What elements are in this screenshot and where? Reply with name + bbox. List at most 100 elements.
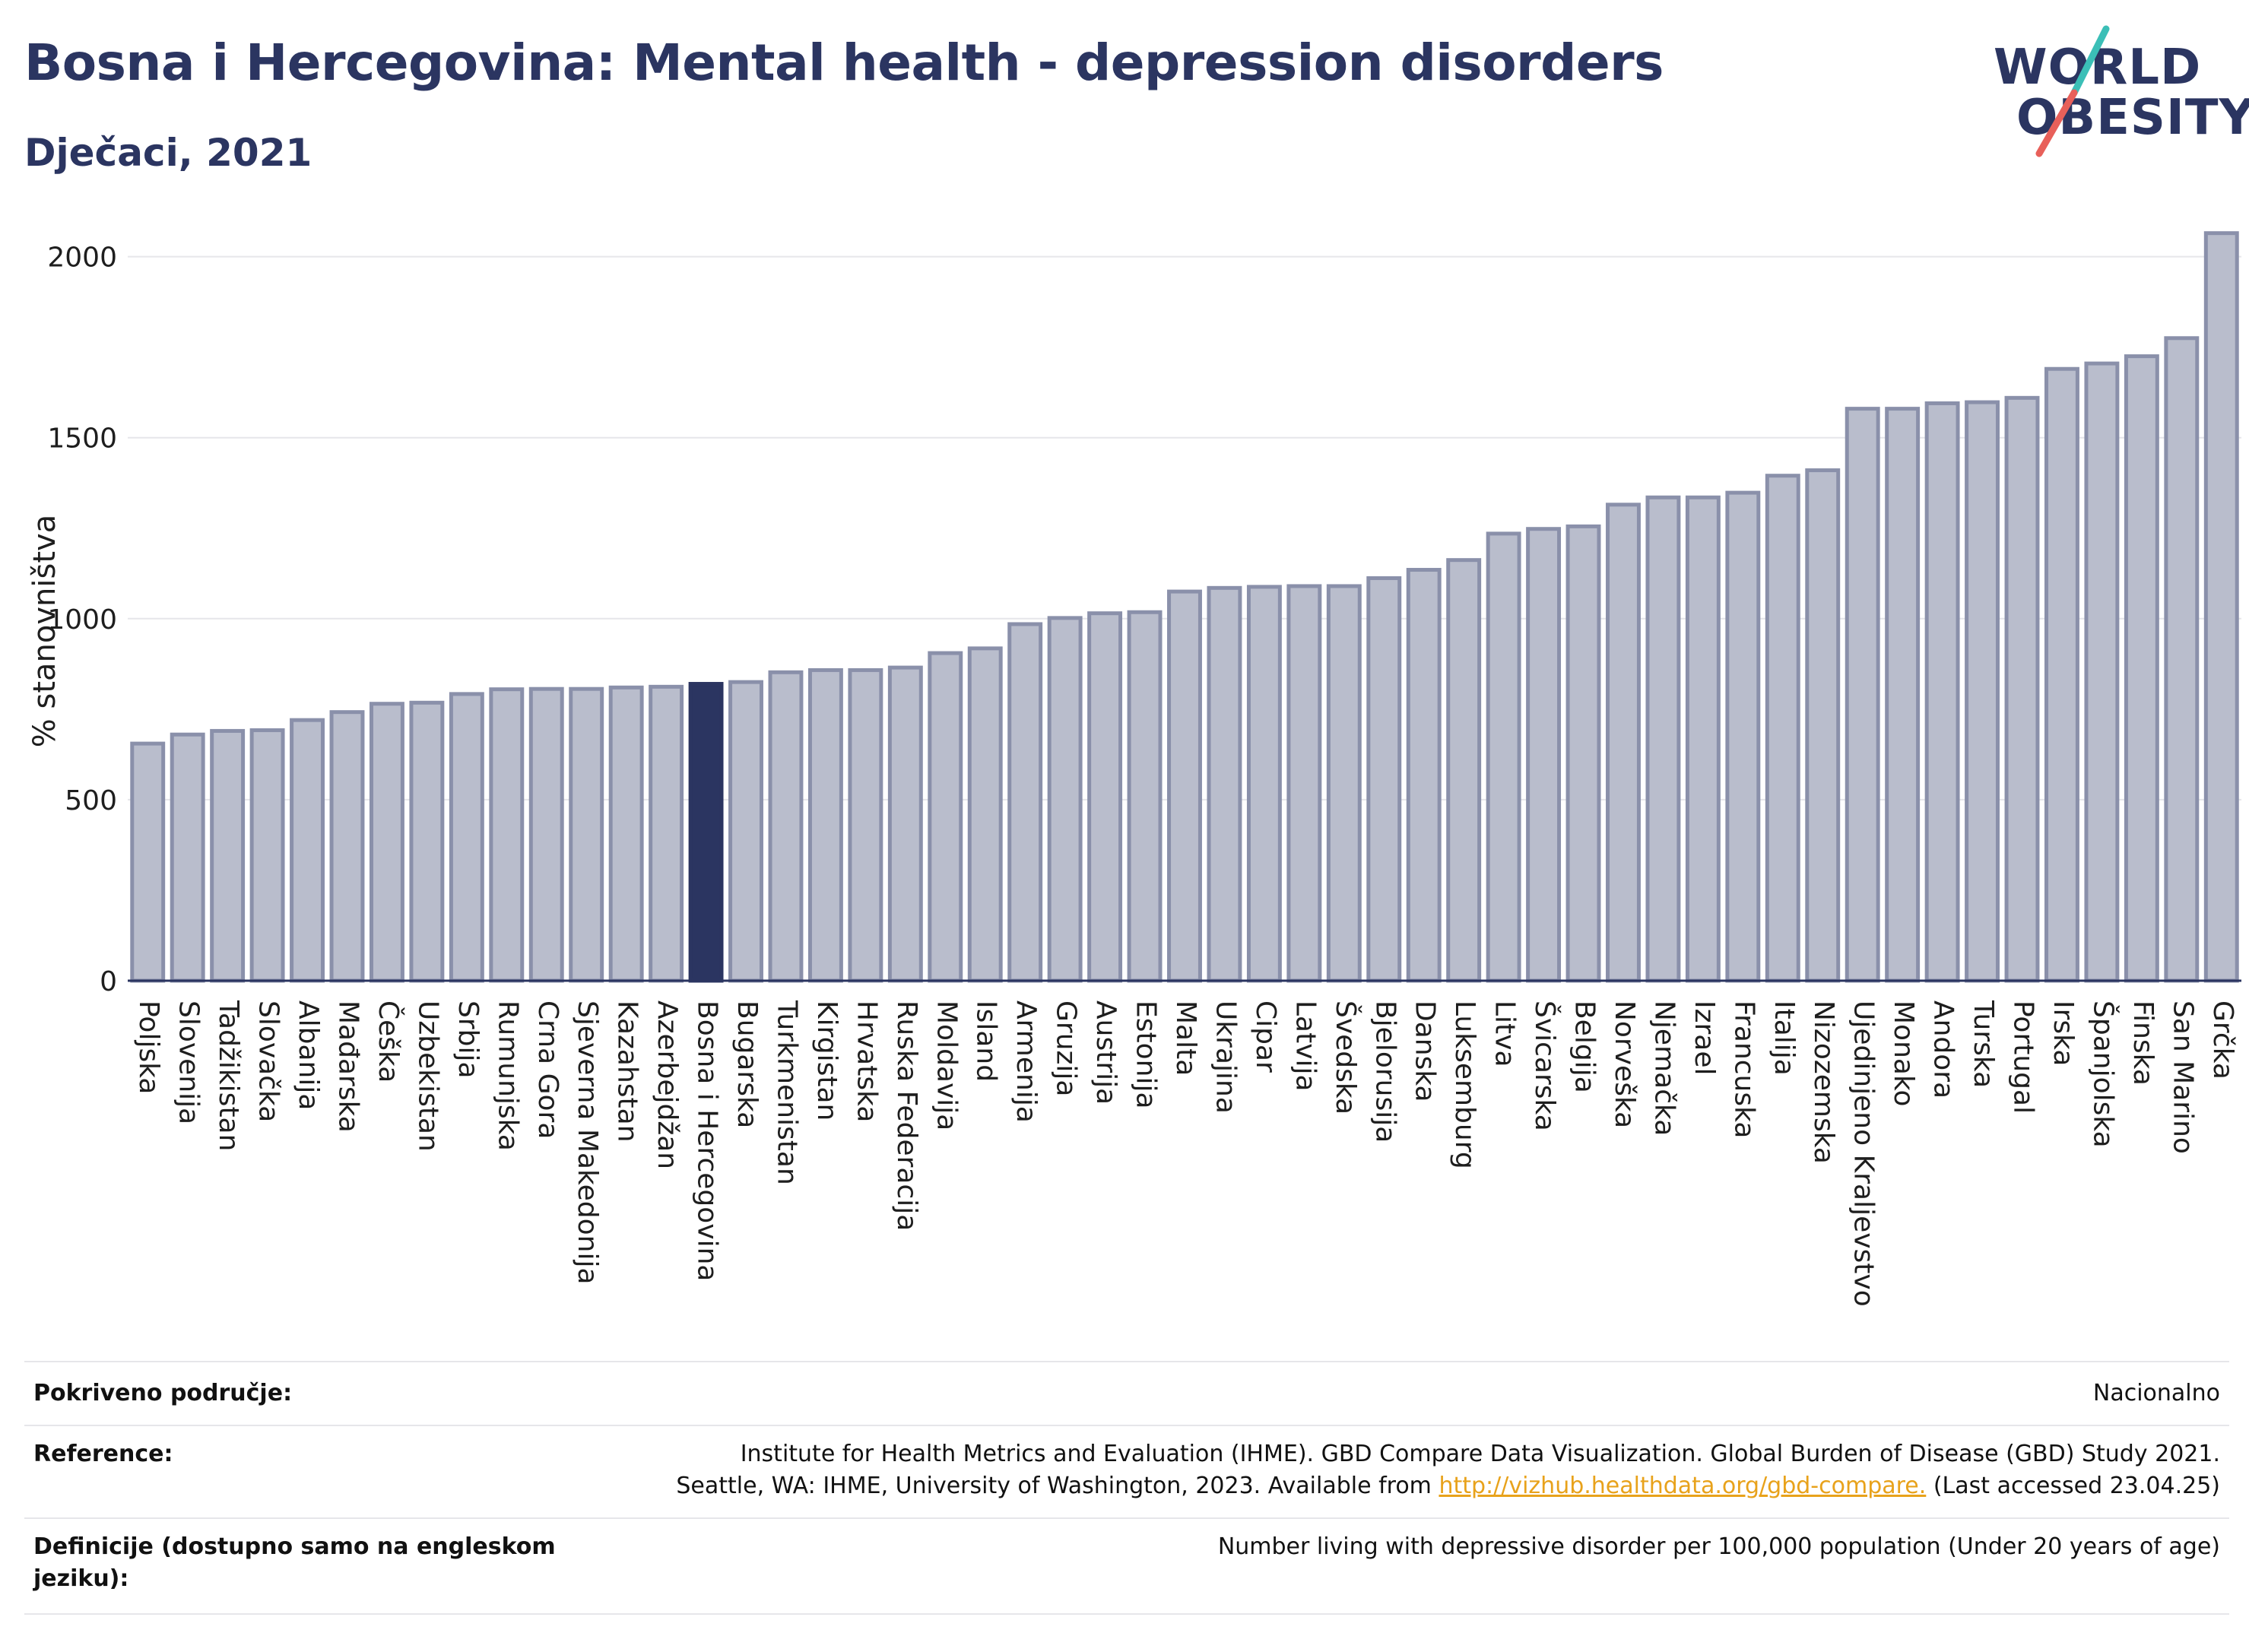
x-tick-label: Norveška [1609, 1000, 1640, 1128]
bar [1885, 407, 1921, 983]
x-tick-label: Latvija [1289, 1000, 1321, 1092]
bar [449, 692, 484, 983]
x-tick-label: Tadžikistan [213, 1000, 244, 1151]
x-tick-label: San Marino [2167, 1000, 2198, 1154]
bar [1765, 474, 1800, 983]
reference-line-2-pre: Seattle, WA: IHME, University of Washing… [676, 1473, 1439, 1499]
bar [409, 700, 445, 983]
chart-title: Bosna i Hercegovina: Mental health - dep… [24, 33, 1664, 92]
bar [1924, 401, 1960, 983]
bar [2203, 231, 2239, 983]
bar [967, 646, 1003, 983]
x-tick-label: Turkmenistan [771, 1000, 802, 1185]
x-tick-label: Francuska [1728, 1000, 1759, 1138]
x-tick-label: Češka [373, 1000, 404, 1083]
x-tick-label: Monako [1888, 1000, 1919, 1107]
x-tick-label: Gruzija [1051, 1000, 1082, 1096]
y-tick-label: 1500 [47, 423, 117, 455]
bar [1207, 585, 1242, 983]
logo-slash-icon [2035, 25, 2110, 157]
bar [928, 651, 963, 983]
x-tick-label: Armenija [1010, 1000, 1042, 1123]
x-tick-label: Ujedinjeno Kraljevstvo [1848, 1000, 1879, 1307]
definition-value: Number living with depressive disorder p… [1217, 1533, 2220, 1560]
x-tick-label: Srbija [452, 1000, 484, 1079]
x-tick-label: Italija [1768, 1000, 1800, 1076]
bar [489, 687, 525, 983]
x-tick-label: Njemačka [1648, 1000, 1680, 1136]
x-tick-label: Ruska Federacija [891, 1000, 922, 1231]
x-tick-label: Izrael [1689, 1000, 1720, 1076]
x-tick-label: Andora [1928, 1000, 1959, 1099]
x-tick-label: Bugarska [731, 1000, 763, 1128]
bar [528, 686, 564, 983]
bar [1366, 576, 1402, 983]
x-tick-label: Irska [2048, 1000, 2079, 1066]
bar [728, 680, 763, 983]
x-tick-label: Slovačka [253, 1000, 284, 1122]
y-tick-label: 2000 [47, 243, 117, 274]
bar [2084, 361, 2120, 983]
bar [608, 685, 644, 983]
logo-line-2: OBESITY [2016, 90, 2249, 146]
bar [1167, 589, 1202, 983]
x-tick-label: Sjeverna Makedonija [572, 1000, 603, 1285]
x-tick-label: Rumunjska [492, 1000, 523, 1151]
bar [1725, 490, 1761, 983]
reference-link[interactable]: http://vizhub.healthdata.org/gbd-compare… [1439, 1473, 1927, 1499]
reference-line-2-post: (Last accessed 23.04.25) [1926, 1473, 2220, 1499]
x-tick-label: Bosna i Hercegovina [692, 1000, 723, 1281]
bar [1326, 584, 1362, 983]
x-tick-label: Bjelorusija [1369, 1000, 1400, 1143]
footer-row-coverage: Pokriveno područje: Nacionalno [24, 1361, 2229, 1425]
x-tick-label: Azerbejdžan [652, 1000, 683, 1169]
bar [1645, 495, 1681, 983]
bar [1047, 616, 1083, 983]
y-tick-label: 1000 [47, 604, 117, 636]
bar-chart: 0 500 1000 1500 2000 % stanovništva Poljska Slo… [27, 231, 2241, 1307]
x-tick-label: Slovenija [173, 1000, 205, 1124]
bar [2044, 366, 2079, 983]
x-tick-label: Cipar [1250, 1000, 1281, 1073]
bar [1446, 558, 1482, 983]
definition-label: Definicije (dostupno samo na engleskom j… [33, 1533, 556, 1592]
bar [848, 667, 883, 983]
bar [1565, 524, 1601, 983]
x-tick-label: Ukrajina [1210, 1000, 1241, 1114]
bar [1965, 400, 2000, 983]
x-tick-label: Austrija [1090, 1000, 1121, 1105]
x-tick-label: Danska [1410, 1000, 1441, 1102]
x-tick-label: Poljska [133, 1000, 164, 1095]
bar [688, 682, 724, 983]
x-tick-label: Kazahstan [612, 1000, 643, 1143]
y-tick-label: 500 [65, 785, 117, 816]
bar [569, 686, 604, 983]
bar [1007, 622, 1043, 983]
bar [1685, 495, 1721, 983]
bar [1246, 585, 1282, 983]
x-tick-label: Finska [2127, 1000, 2159, 1086]
x-tick-label: Španjolska [2087, 1000, 2119, 1148]
x-tick-label: Belgija [1569, 1000, 1600, 1093]
bar [329, 710, 365, 983]
bar [1406, 568, 1442, 983]
bar [887, 665, 923, 983]
x-tick-label: Estonija [1131, 1000, 1162, 1109]
bar [1606, 503, 1641, 983]
x-tick-label: Crna Gora [532, 1000, 563, 1139]
bar [1805, 468, 1841, 983]
bar [170, 732, 205, 983]
bar [1845, 407, 1880, 983]
x-tick-label: Turska [1968, 1000, 1999, 1088]
bar [649, 684, 684, 983]
x-tick-label: Luksemburg [1449, 1000, 1480, 1169]
bar [290, 718, 325, 983]
x-tick-label: Albanija [293, 1000, 324, 1110]
x-tick-label: Švicarska [1529, 1000, 1561, 1131]
y-tick-label: 0 [100, 966, 117, 997]
footer-row-definition: Definicije (dostupno samo na engleskom j… [24, 1517, 2229, 1615]
x-tick-label: Kirgistan [811, 1000, 842, 1121]
x-tick-label: Hrvatska [851, 1000, 882, 1122]
x-tick-label: Mađarska [332, 1000, 363, 1133]
coverage-value: Nacionalno [2092, 1380, 2220, 1406]
